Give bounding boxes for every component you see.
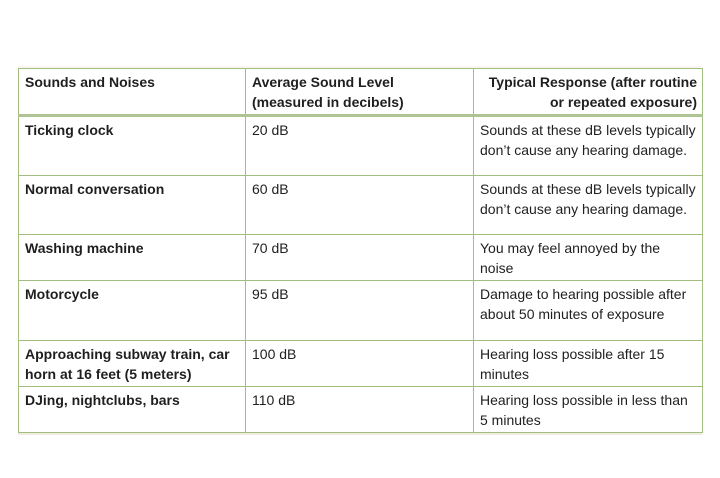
sound-levels-table: Sounds and Noises Average Sound Level (m… [18, 68, 703, 433]
table-row-subway-train: Approaching subway train, car horn at 16… [18, 340, 703, 387]
response-cell: You may feel annoyed by the noise [473, 234, 703, 281]
level-cell: 100 dB [245, 340, 474, 387]
level-cell: 60 dB [245, 175, 474, 235]
table-row-normal-conversation: Normal conversation 60 dB Sounds at thes… [18, 175, 703, 235]
sound-levels-table-container: Sounds and Noises Average Sound Level (m… [18, 68, 703, 433]
response-cell: Sounds at these dB levels typically don’… [473, 175, 703, 235]
table-row-djing-nightclubs: DJing, nightclubs, bars 110 dB Hearing l… [18, 386, 703, 433]
column-header-average-sound-level: Average Sound Level (measured in decibel… [245, 68, 474, 117]
level-cell: 110 dB [245, 386, 474, 433]
sound-cell: Approaching subway train, car horn at 16… [18, 340, 246, 387]
response-cell: Sounds at these dB levels typically don’… [473, 115, 703, 176]
table-row-motorcycle: Motorcycle 95 dB Damage to hearing possi… [18, 280, 703, 341]
table-row-washing-machine: Washing machine 70 dB You may feel annoy… [18, 234, 703, 281]
sound-cell: Washing machine [18, 234, 246, 281]
response-cell: Hearing loss possible after 15 minutes [473, 340, 703, 387]
sound-cell: Motorcycle [18, 280, 246, 341]
column-header-sounds-and-noises: Sounds and Noises [18, 68, 246, 117]
sound-cell: DJing, nightclubs, bars [18, 386, 246, 433]
response-cell: Damage to hearing possible after about 5… [473, 280, 703, 341]
sound-cell: Ticking clock [18, 115, 246, 176]
table-row-ticking-clock: Ticking clock 20 dB Sounds at these dB l… [18, 115, 703, 176]
level-cell: 70 dB [245, 234, 474, 281]
level-cell: 95 dB [245, 280, 474, 341]
level-cell: 20 dB [245, 115, 474, 176]
column-header-typical-response: Typical Response (after routine or repea… [473, 68, 703, 117]
response-cell: Hearing loss possible in less than 5 min… [473, 386, 703, 433]
header-row: Sounds and Noises Average Sound Level (m… [18, 68, 703, 117]
sound-cell: Normal conversation [18, 175, 246, 235]
